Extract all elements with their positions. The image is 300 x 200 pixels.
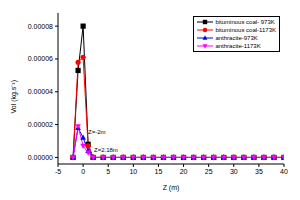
svg-text:10: 10	[129, 168, 137, 175]
svg-text:0.00006: 0.00006	[28, 55, 53, 62]
svg-text:40: 40	[280, 168, 288, 175]
svg-text:Vol (kg.s⁻¹): Vol (kg.s⁻¹)	[10, 80, 18, 114]
html-text:anthracite-973K: anthracite-973K	[215, 35, 258, 41]
html-text:Z=2.18m: Z=2.18m	[94, 147, 118, 153]
html-text:bituminous coal- 973K: bituminous coal- 973K	[215, 19, 275, 25]
html-text:Z=-2m: Z=-2m	[88, 129, 106, 135]
html-text:bituminous coal-1173K: bituminous coal-1173K	[215, 27, 276, 33]
svg-text:0.00000: 0.00000	[28, 154, 53, 161]
svg-text:0.00008: 0.00008	[28, 23, 53, 30]
svg-text:0: 0	[81, 168, 85, 175]
svg-text:15: 15	[155, 168, 163, 175]
svg-text:-5: -5	[55, 168, 61, 175]
svg-text:5: 5	[106, 168, 110, 175]
svg-text:30: 30	[230, 168, 238, 175]
svg-text:0.00002: 0.00002	[28, 121, 53, 128]
svg-text:Z (m): Z (m)	[163, 184, 180, 192]
svg-text:25: 25	[205, 168, 213, 175]
svg-text:35: 35	[255, 168, 263, 175]
svg-text:0.00004: 0.00004	[28, 88, 53, 95]
svg-text:20: 20	[180, 168, 188, 175]
html-text:anthracite-1173K: anthracite-1173K	[215, 43, 261, 49]
